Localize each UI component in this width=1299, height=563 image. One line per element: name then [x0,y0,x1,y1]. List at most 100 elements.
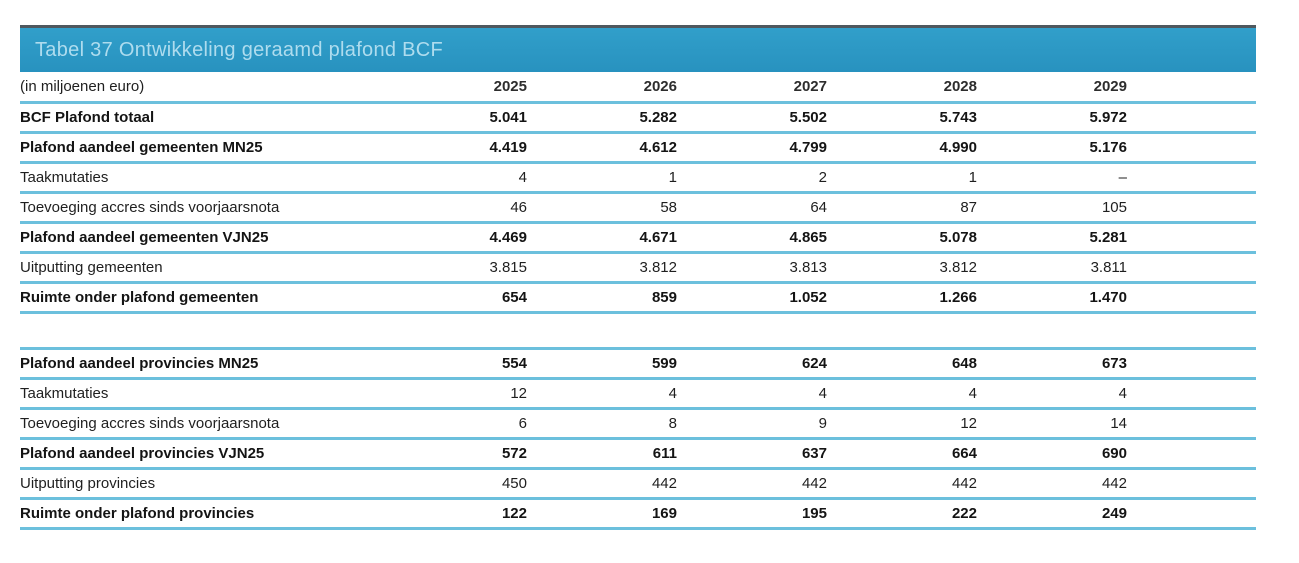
cell-value: 46 [510,198,527,216]
cell-value: 5.078 [939,228,977,246]
cell-value: 12 [510,384,527,402]
cell-value: 4.990 [939,138,977,156]
cell-value: 648 [951,354,977,372]
cell-value: 624 [801,354,827,372]
row-end-spacer [1127,348,1256,378]
cell-value: 5.972 [1089,108,1127,126]
table-row: Plafond aandeel provincies MN25 554 599 624… [20,348,1256,378]
table-row: Taakmutaties 12 4 4 4 4 [20,378,1256,408]
cell-value: 1 [668,168,677,186]
cell-value: 5.176 [1089,138,1127,156]
row-end-spacer [1127,498,1256,528]
table-header-row: (in miljoenen euro) 2025 2026 2027 2028 … [20,72,1256,102]
cell-value: 9 [818,414,827,432]
table-body: BCF Plafond totaal 5.041 5.282 5.502 5.743 5.… [20,102,1256,528]
table-title-bar: Tabel 37 Ontwikkeling geraamd plafond BC… [20,25,1256,72]
year-header: 2026 [643,77,677,95]
cell-value: 450 [501,474,527,492]
row-end-spacer [1127,162,1256,192]
cell-value: 673 [1101,354,1127,372]
row-label: Taakmutaties [20,384,109,402]
table-row: Toevoeging accres sinds voorjaarsnota 6 8 9… [20,408,1256,438]
cell-value: 4 [818,384,827,402]
table-row: Plafond aandeel provincies VJN25 572 611 63… [20,438,1256,468]
cell-value: 442 [951,474,977,492]
row-label: Toevoeging accres sinds voorjaarsnota [20,198,280,216]
cell-value: 4 [668,384,677,402]
row-label: Uitputting provincies [20,474,156,492]
cell-value: 1 [968,168,977,186]
section-spacer-cell [20,312,1256,348]
table-title: Tabel 37 Ontwikkeling geraamd plafond BC… [35,38,444,61]
cell-value: 5.041 [489,108,527,126]
table-row: Plafond aandeel gemeenten VJN25 4.469 4.67… [20,222,1256,252]
row-label: Ruimte onder plafond gemeenten [20,288,259,306]
cell-value: 4.469 [489,228,527,246]
cell-value: 6 [518,414,527,432]
table-row: BCF Plafond totaal 5.041 5.282 5.502 5.743 5.… [20,102,1256,132]
cell-value: 3.813 [789,258,827,276]
row-label: Plafond aandeel gemeenten MN25 [20,138,263,156]
year-header: 2029 [1093,77,1127,95]
cell-value: 599 [651,354,677,372]
cell-value: 4 [968,384,977,402]
row-label: Plafond aandeel provincies MN25 [20,354,259,372]
cell-value: 12 [960,414,977,432]
row-end-spacer [1127,408,1256,438]
cell-value: 611 [652,444,677,462]
row-end-spacer [1127,252,1256,282]
table-row: Uitputting gemeenten 3.815 3.812 3.813 3.812… [20,252,1256,282]
table-row: Toevoeging accres sinds voorjaarsnota 46 5… [20,192,1256,222]
cell-value: 637 [801,444,827,462]
cell-value: 4.419 [489,138,527,156]
cell-value: 442 [801,474,827,492]
cell-value: 572 [501,444,527,462]
table-row: Taakmutaties 4 1 2 1 – [20,162,1256,192]
cell-value: 690 [1101,444,1127,462]
row-end-spacer [1127,282,1256,312]
cell-value: 3.811 [1090,258,1127,276]
cell-value: 5.281 [1089,228,1127,246]
table-row: Plafond aandeel gemeenten MN25 4.419 4.612… [20,132,1256,162]
table-row: Ruimte onder plafond gemeenten 654 859 1.05… [20,282,1256,312]
row-end-spacer [1127,102,1256,132]
cell-value: 554 [501,354,527,372]
year-header: 2028 [943,77,977,95]
cell-value: 122 [501,504,527,522]
cell-value: 654 [501,288,527,306]
cell-value: 3.812 [939,258,977,276]
cell-value: 3.815 [489,258,527,276]
table-row: Uitputting provincies 450 442 442 442 442 [20,468,1256,498]
cell-value: 2 [818,168,827,186]
cell-value: 664 [951,444,977,462]
cell-value: 58 [660,198,677,216]
table-row: Ruimte onder plafond provincies 122 169 195… [20,498,1256,528]
year-header: 2027 [793,77,827,95]
row-label: Uitputting gemeenten [20,258,163,276]
cell-value: 1.470 [1089,288,1127,306]
cell-value: 4 [1118,384,1127,402]
section-spacer-row [20,312,1256,348]
cell-value: 5.502 [789,108,827,126]
cell-value: 3.812 [639,258,677,276]
cell-value: 8 [668,414,677,432]
cell-value: – [1118,168,1127,186]
cell-value: 169 [651,504,677,522]
cell-value: 5.282 [639,108,677,126]
cell-value: 5.743 [939,108,977,126]
row-label: Plafond aandeel gemeenten VJN25 [20,228,269,246]
cell-value: 4.612 [639,138,677,156]
row-label: Ruimte onder plafond provincies [20,504,255,522]
cell-value: 105 [1101,198,1127,216]
unit-label: (in miljoenen euro) [20,77,145,95]
cell-value: 14 [1110,414,1127,432]
cell-value: 4.799 [789,138,827,156]
row-end-spacer [1127,132,1256,162]
header-end-spacer [1127,72,1256,102]
cell-value: 4 [518,168,527,186]
cell-value: 442 [651,474,677,492]
cell-value: 1.052 [789,288,827,306]
row-label: Taakmutaties [20,168,109,186]
row-label: BCF Plafond totaal [20,108,155,126]
cell-value: 64 [810,198,827,216]
